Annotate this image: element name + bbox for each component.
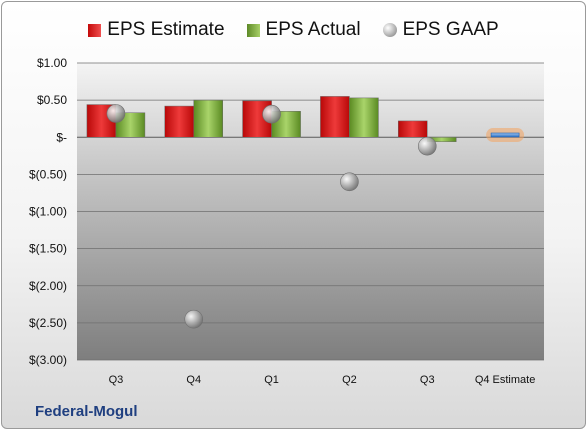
eps-gaap-marker: [184, 309, 204, 329]
legend-label-eps-estimate: EPS Estimate: [107, 19, 225, 40]
x-tick-label: Q4: [186, 374, 201, 386]
legend-item-eps-actual: EPS Actual: [246, 19, 361, 41]
y-tick-label: $(1.00): [29, 205, 67, 219]
legend-label-eps-actual: EPS Actual: [265, 19, 361, 40]
y-tick-label: $(1.50): [29, 242, 67, 256]
y-tick-label: $(3.00): [29, 353, 67, 367]
company-name: Federal-Mogul: [35, 403, 138, 420]
eps-estimate-marker: [490, 132, 520, 138]
eps-actual-bar: [193, 99, 223, 138]
eps-estimate-bar: [164, 105, 194, 138]
eps-gaap-marker: [262, 104, 281, 124]
x-tick-label: Q3: [420, 374, 435, 386]
y-tick-label: $(2.50): [29, 316, 67, 330]
eps-estimate-bar: [398, 120, 428, 138]
x-tick-label: Q2: [342, 374, 357, 386]
eps-gaap-marker: [340, 172, 359, 192]
legend-label-eps-gaap: EPS GAAP: [402, 19, 499, 40]
y-tick-label: $1.00: [37, 56, 67, 70]
legend-swatch-eps-actual: [246, 23, 260, 37]
x-tick-label: Q1: [264, 374, 279, 386]
eps-actual-bar: [271, 111, 301, 138]
x-tick-label: Q4 Estimate: [475, 374, 536, 386]
y-tick-label: $-: [56, 130, 67, 144]
eps-estimate-bar: [320, 96, 350, 138]
y-tick-label: $(2.00): [29, 279, 67, 293]
legend-item-eps-estimate: EPS Estimate: [88, 19, 225, 41]
legend-item-eps-gaap: EPS GAAP: [382, 19, 499, 41]
y-tick-label: $(0.50): [29, 167, 67, 181]
legend: EPS Estimate EPS Actual EPS GAAP: [2, 17, 585, 43]
eps-gaap-marker: [106, 104, 126, 123]
legend-swatch-eps-gaap: [382, 23, 397, 37]
eps-actual-bar: [349, 97, 379, 138]
x-tick-label: Q3: [109, 374, 124, 386]
y-tick-label: $0.50: [37, 93, 67, 107]
eps-gaap-marker: [417, 136, 437, 156]
legend-swatch-eps-estimate: [88, 23, 102, 37]
